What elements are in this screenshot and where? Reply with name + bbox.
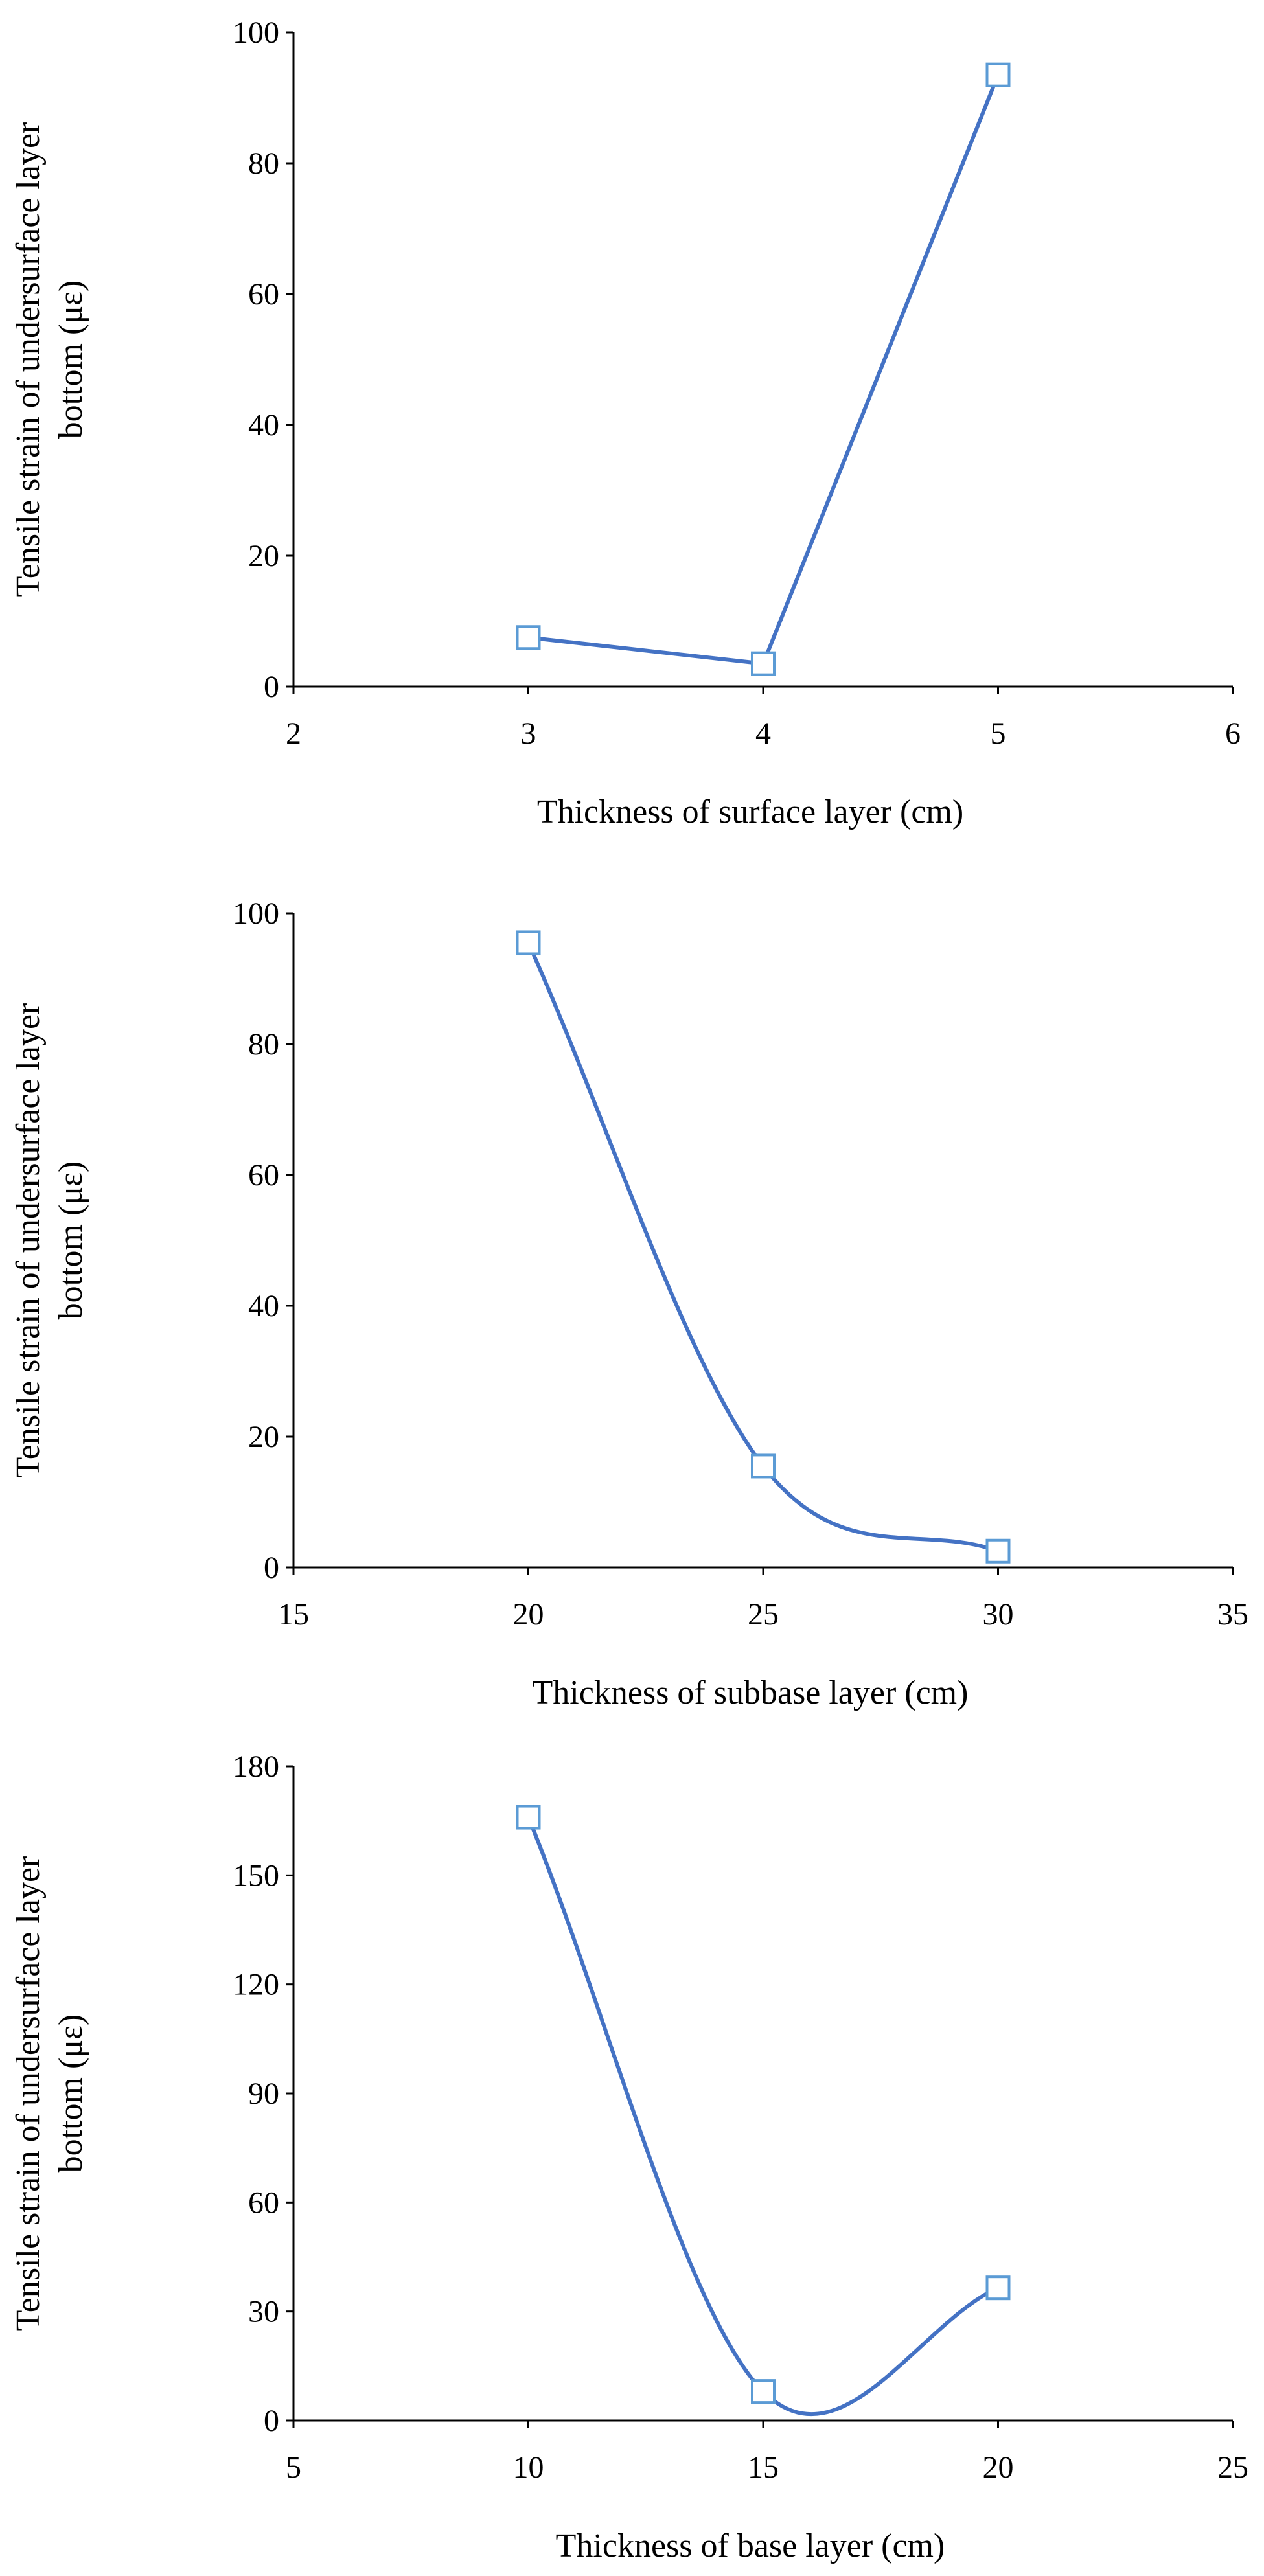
x-tick-label: 15 xyxy=(278,1597,309,1632)
y-tick-label: 40 xyxy=(248,408,279,442)
x-tick-label: 35 xyxy=(1217,1597,1248,1632)
y-axis-title-line: bottom (με) xyxy=(52,1161,89,1320)
x-tick-label: 6 xyxy=(1225,716,1241,751)
x-tick-label: 2 xyxy=(286,716,301,751)
x-tick-label: 15 xyxy=(748,2450,779,2485)
y-tick-label: 90 xyxy=(248,2077,279,2111)
y-tick-label: 30 xyxy=(248,2295,279,2329)
x-tick-label: 5 xyxy=(286,2450,301,2485)
data-point-marker xyxy=(516,930,541,955)
x-tick-label: 4 xyxy=(755,716,771,751)
y-tick-label: 40 xyxy=(248,1289,279,1323)
y-axis-title-line: Tensile strain of undersurface layer xyxy=(10,1003,47,1478)
data-point-marker xyxy=(751,1453,776,1479)
y-axis-title: Tensile strain of undersurface layer bott… xyxy=(10,122,89,597)
data-point-marker xyxy=(516,625,541,650)
y-axis-title: Tensile strain of undersurface layer bott… xyxy=(10,1003,89,1478)
y-tick-label: 20 xyxy=(248,1420,279,1454)
chart-3: 0 30 60 90 120 150 180 5 10 15 20 25 Thickness of ba… xyxy=(10,1750,1248,2564)
data-point-marker xyxy=(985,62,1011,87)
y-tick-label: 0 xyxy=(264,670,279,704)
data-point-marker xyxy=(516,1805,541,1830)
x-tick-label: 3 xyxy=(521,716,536,751)
y-axis-title-line: Tensile strain of undersurface layer xyxy=(10,122,47,597)
y-axis-title: Tensile strain of undersurface layer bott… xyxy=(10,1856,89,2331)
y-tick-label: 60 xyxy=(248,1158,279,1192)
y-tick-label: 120 xyxy=(233,1968,279,2002)
x-tick-label: 20 xyxy=(513,1597,544,1632)
chart-2: 0 20 40 60 80 100 15 20 25 30 35 Thickness of subba… xyxy=(10,896,1248,1711)
data-point-marker xyxy=(751,651,776,676)
series-line xyxy=(526,942,999,1553)
y-tick-label: 20 xyxy=(248,539,279,573)
y-axis-title-line: Tensile strain of undersurface layer xyxy=(10,1856,47,2331)
y-tick-label: 100 xyxy=(233,16,279,50)
chart-1: 0 20 40 60 80 100 2 3 4 5 6 Thickness of surface la… xyxy=(10,16,1241,830)
x-tick-label: 30 xyxy=(983,1597,1014,1632)
x-tick-label: 5 xyxy=(991,716,1006,751)
y-tick-label: 0 xyxy=(264,1551,279,1585)
x-tick-label: 25 xyxy=(748,1597,779,1632)
data-point-marker xyxy=(985,2275,1011,2301)
y-axis-title-line: bottom (με) xyxy=(52,2014,89,2173)
y-tick-label: 180 xyxy=(233,1750,279,1784)
series-line xyxy=(526,1816,999,2417)
y-tick-label: 60 xyxy=(248,2185,279,2220)
y-tick-label: 0 xyxy=(264,2404,279,2438)
data-point-marker xyxy=(985,1538,1011,1564)
y-tick-label: 80 xyxy=(248,1027,279,1062)
y-tick-label: 80 xyxy=(248,146,279,181)
x-axis-title: Thickness of subbase layer (cm) xyxy=(533,1674,969,1711)
x-tick-label: 20 xyxy=(983,2450,1014,2485)
x-axis-title: Thickness of surface layer (cm) xyxy=(537,793,963,830)
y-tick-label: 150 xyxy=(233,1858,279,1893)
y-tick-label: 60 xyxy=(248,277,279,312)
data-point-marker xyxy=(751,2379,776,2404)
x-axis-title: Thickness of base layer (cm) xyxy=(556,2527,945,2564)
x-tick-label: 10 xyxy=(513,2450,544,2485)
y-tick-label: 100 xyxy=(233,896,279,931)
x-tick-label: 25 xyxy=(1217,2450,1248,2485)
y-axis-title-line: bottom (με) xyxy=(52,280,89,439)
